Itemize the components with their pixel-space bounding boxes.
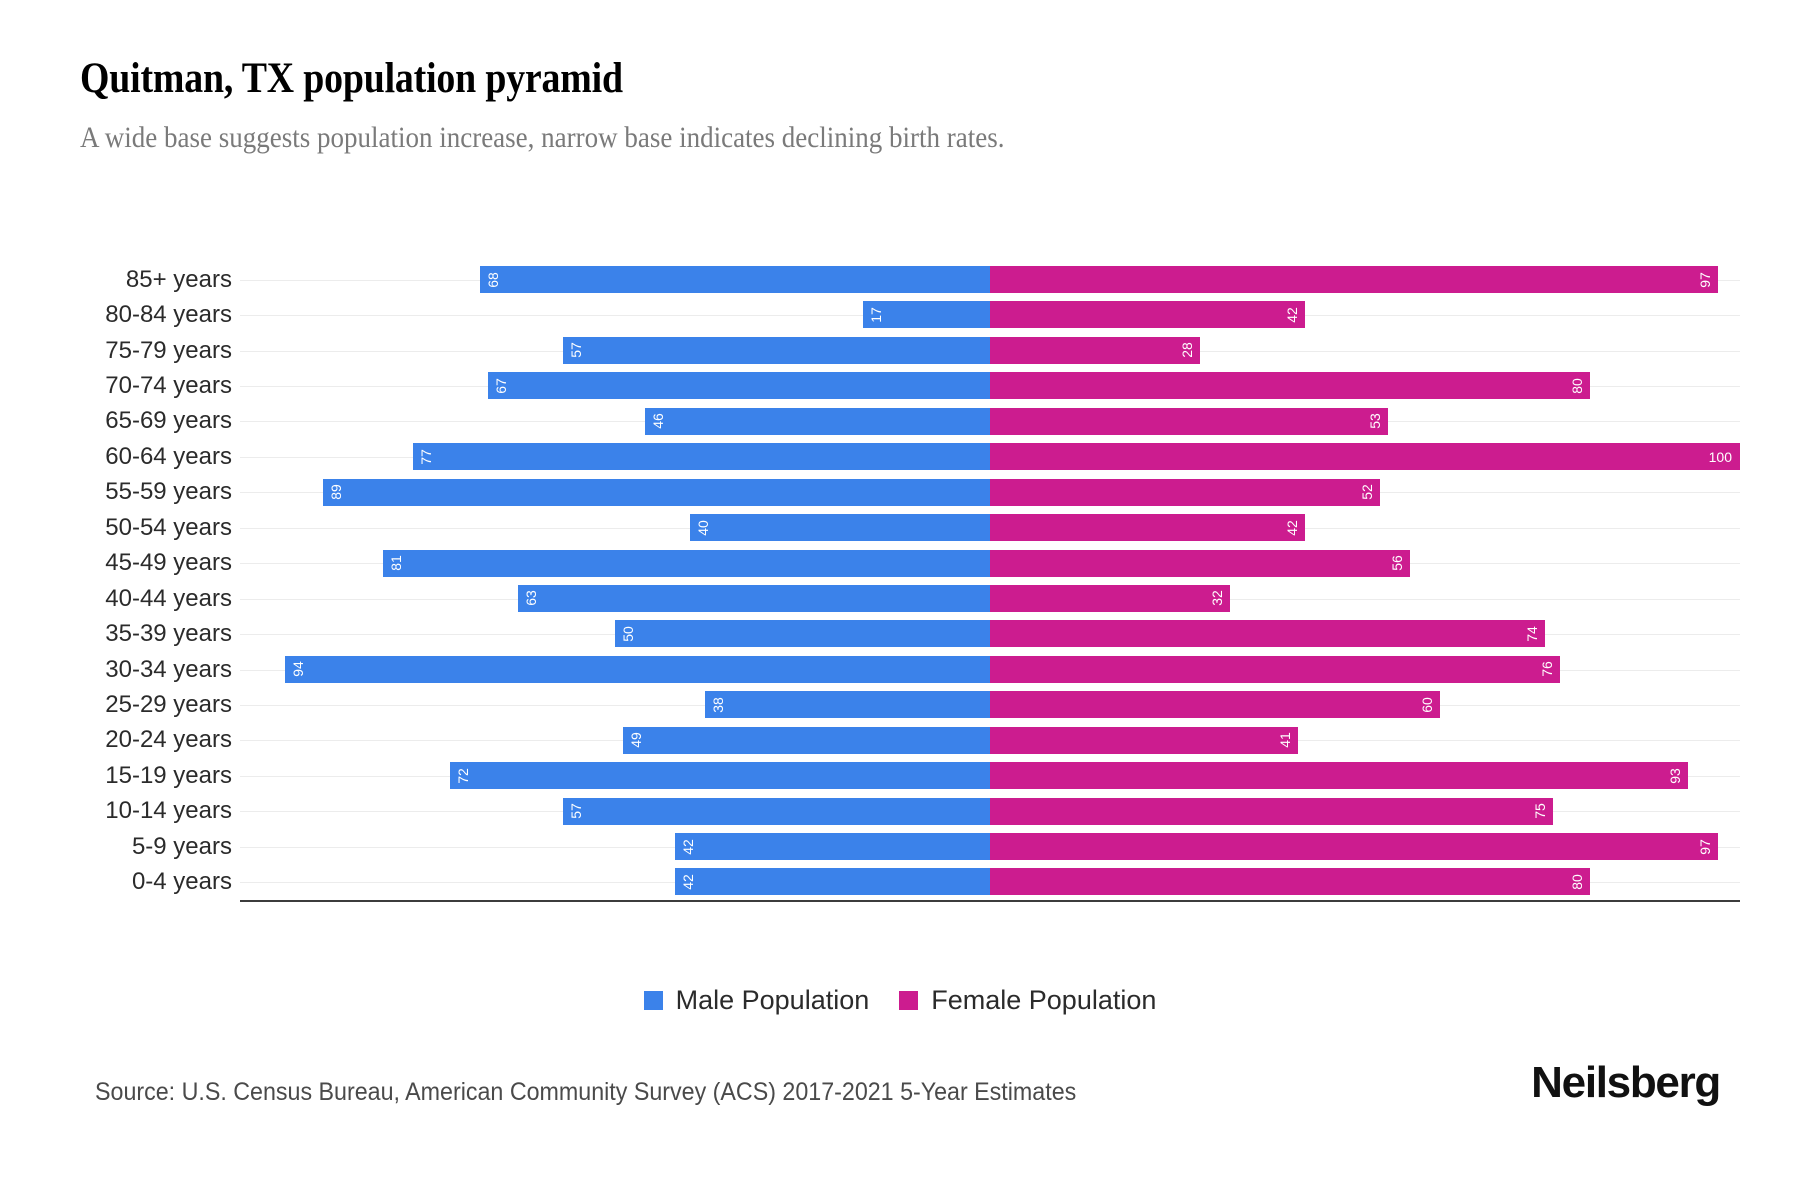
gridline-row (240, 581, 1740, 616)
y-axis-tick-12: 25-29 years (0, 687, 232, 722)
age-group-label: 60-64 years (105, 442, 232, 470)
gridline-row (240, 652, 1740, 687)
y-axis-tick-1: 80-84 years (0, 297, 232, 332)
gridline-row (240, 758, 1740, 793)
y-axis-tick-10: 35-39 years (0, 616, 232, 651)
age-group-label: 0-4 years (131, 868, 232, 896)
y-axis-tick-0: 85+ years (0, 262, 232, 297)
y-axis-tick-9: 40-44 years (0, 581, 232, 616)
age-group-label: 80-84 years (105, 301, 232, 329)
y-axis-tick-6: 55-59 years (0, 475, 232, 510)
age-group-label: 85+ years (125, 265, 232, 293)
age-group-label: 5-9 years (131, 832, 232, 860)
y-axis-tick-3: 70-74 years (0, 368, 232, 403)
age-group-label: 75-79 years (105, 336, 232, 364)
plot-area: 85+ years 80-84 years 75-79 years 70-74 yea… (0, 262, 1800, 922)
gridline-row (240, 829, 1740, 864)
chart-title: Quitman, TX population pyramid (80, 55, 623, 102)
age-group-label: 35-39 years (105, 620, 232, 648)
y-axis-tick-4: 65-69 years (0, 404, 232, 439)
gridline-row (240, 794, 1740, 829)
chart-header: Quitman, TX population pyramid A wide ba… (80, 55, 1720, 156)
age-group-label: 30-34 years (105, 655, 232, 683)
gridline-row (240, 687, 1740, 722)
legend-item-female[interactable]: Female Population (899, 985, 1156, 1016)
y-axis-tick-14: 15-19 years (0, 758, 232, 793)
y-axis-tick-15: 10-14 years (0, 794, 232, 829)
x-axis-baseline (240, 900, 1740, 902)
chart-subtitle: A wide base suggests population increase… (80, 121, 1005, 155)
neilsberg-logo: Neilsberg (1531, 1058, 1721, 1107)
chart-legend: Male Population Female Population (0, 985, 1800, 1016)
gridline-row (240, 439, 1740, 474)
legend-label-male: Male Population (675, 985, 870, 1015)
age-group-label: 50-54 years (105, 513, 232, 541)
y-axis-labels: 85+ years 80-84 years 75-79 years 70-74 yea… (0, 262, 232, 900)
gridline-row (240, 262, 1740, 297)
age-group-label: 55-59 years (105, 478, 232, 506)
gridline-row (240, 723, 1740, 758)
male-color-swatch-icon (643, 991, 663, 1010)
gridline-row (240, 404, 1740, 439)
y-axis-tick-11: 30-34 years (0, 652, 232, 687)
y-axis-tick-2: 75-79 years (0, 333, 232, 368)
gridline-row (240, 368, 1740, 403)
y-axis-tick-8: 45-49 years (0, 546, 232, 581)
age-group-label: 25-29 years (105, 690, 232, 718)
gridline-row (240, 546, 1740, 581)
age-group-label: 20-24 years (105, 726, 232, 754)
age-group-label: 15-19 years (105, 761, 232, 789)
age-group-label: 70-74 years (105, 372, 232, 400)
age-group-label: 10-14 years (105, 797, 232, 825)
y-axis-tick-17: 0-4 years (0, 864, 232, 899)
y-axis-tick-5: 60-64 years (0, 439, 232, 474)
source-attribution: Source: U.S. Census Bureau, American Com… (95, 1078, 1077, 1106)
gridline-row (240, 333, 1740, 368)
gridlines (240, 262, 1740, 900)
legend-label-female: Female Population (931, 985, 1157, 1015)
age-group-label: 65-69 years (105, 407, 232, 435)
gridline-row (240, 616, 1740, 651)
gridline-row (240, 510, 1740, 545)
legend-item-male[interactable]: Male Population (643, 985, 870, 1016)
female-color-swatch-icon (899, 991, 919, 1010)
gridline-row (240, 864, 1740, 899)
age-group-label: 40-44 years (105, 584, 232, 612)
y-axis-tick-13: 20-24 years (0, 723, 232, 758)
y-axis-tick-16: 5-9 years (0, 829, 232, 864)
y-axis-tick-7: 50-54 years (0, 510, 232, 545)
age-group-label: 45-49 years (105, 549, 232, 577)
gridline-row (240, 297, 1740, 332)
gridline-row (240, 475, 1740, 510)
